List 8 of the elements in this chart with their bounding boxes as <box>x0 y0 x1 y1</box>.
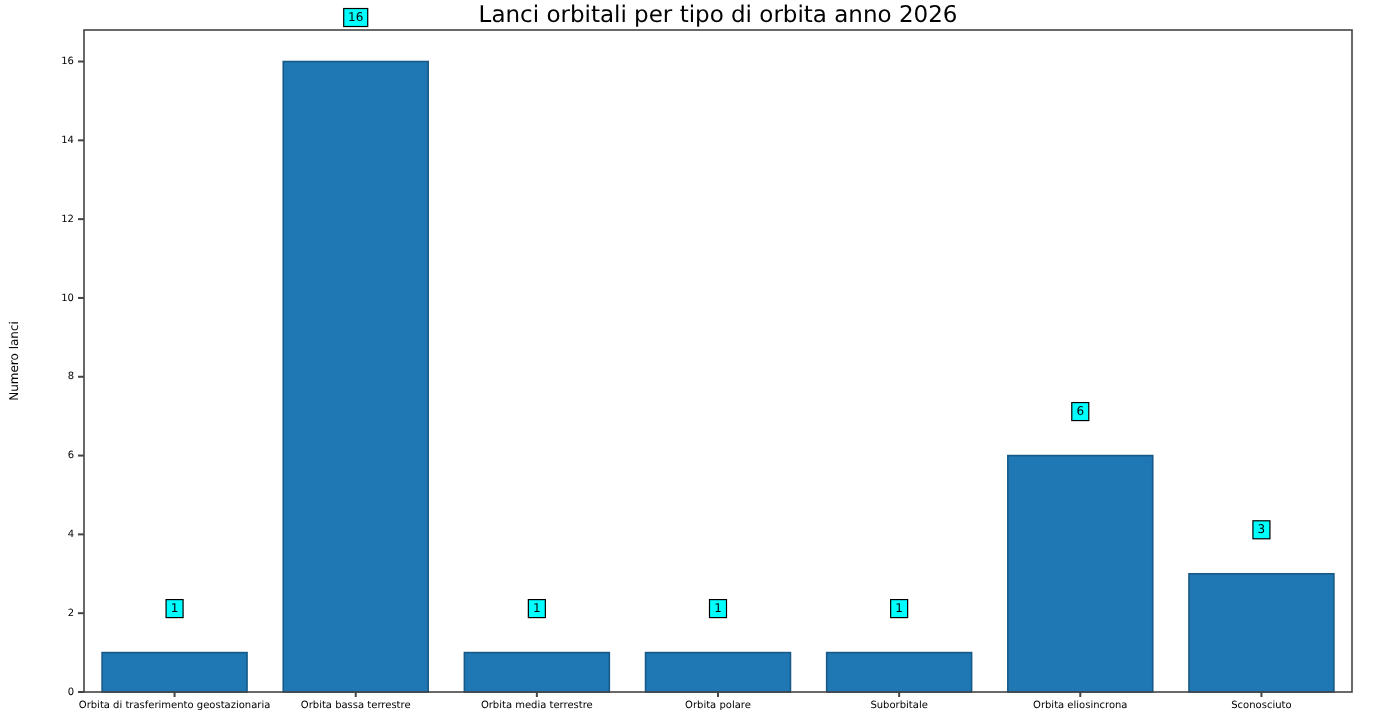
bar <box>1188 572 1335 693</box>
bar <box>101 651 248 693</box>
bar <box>282 60 429 693</box>
chart-title: Lanci orbitali per tipo di orbita anno 2026 <box>478 0 958 28</box>
bar <box>825 651 973 693</box>
bar <box>1007 454 1154 693</box>
bar <box>463 651 611 693</box>
bar <box>644 651 792 693</box>
